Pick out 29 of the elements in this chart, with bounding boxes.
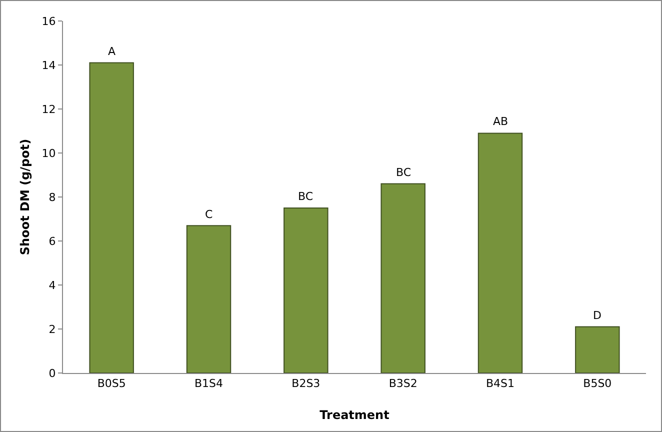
bar <box>284 208 328 373</box>
x-tick-label: B1S4 <box>194 377 224 390</box>
y-tick-label: 16 <box>42 14 56 28</box>
y-tick-label: 4 <box>48 278 56 292</box>
annotation: D <box>593 309 602 322</box>
bar <box>380 183 426 373</box>
annotation: BC <box>396 166 412 179</box>
x-tick-label: B3S2 <box>388 377 418 390</box>
y-tick-label: 12 <box>42 102 56 116</box>
bar <box>186 225 232 373</box>
annotation: A <box>108 45 116 58</box>
x-tick-label: B5S0 <box>583 377 612 390</box>
y-tick-label: 14 <box>42 58 56 72</box>
y-tick-label: 0 <box>48 366 56 380</box>
annotation: BC <box>298 190 314 203</box>
y-tick-label: 6 <box>48 234 56 248</box>
y-axis-title: Shoot DM (g/pot) <box>18 138 32 256</box>
y-tick-label: 8 <box>48 190 56 204</box>
x-tick-label: B2S3 <box>292 377 320 390</box>
annotation: AB <box>493 115 508 128</box>
y-tick-label: 10 <box>42 146 56 160</box>
x-axis-title: Treatment <box>320 408 390 422</box>
y-tick-label: 2 <box>48 322 56 336</box>
bar <box>478 132 523 373</box>
bar <box>89 62 134 373</box>
bar <box>575 326 620 373</box>
x-tick-label: B4S1 <box>486 377 515 390</box>
annotation: C <box>205 208 213 221</box>
x-tick-label: B0S5 <box>97 377 126 390</box>
